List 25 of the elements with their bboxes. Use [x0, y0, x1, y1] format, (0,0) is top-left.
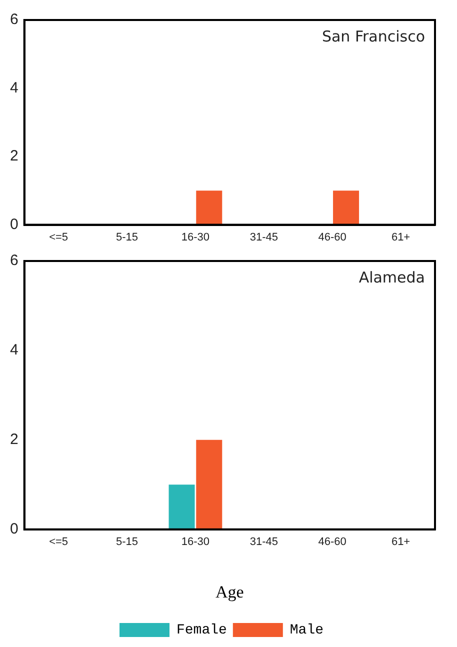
x-tick-label: 61+: [391, 231, 410, 244]
y-tick-label: 2: [10, 148, 18, 165]
x-tick-label: 46-60: [318, 231, 346, 244]
annotation: Alameda: [358, 268, 425, 286]
x-tick-label: 16-30: [181, 231, 210, 244]
x-tick-label: 31-45: [250, 231, 278, 244]
y-tick-label: 4: [10, 342, 18, 359]
y-tick-label: 0: [10, 216, 18, 233]
x-tick-label: <=5: [49, 231, 68, 244]
x-tick-label: <=5: [49, 536, 68, 548]
x-tick-label: 16-30: [181, 536, 210, 548]
x-tick-label: 5-15: [116, 231, 138, 244]
y-tick-label: 2: [10, 431, 18, 448]
legend-label: Female: [176, 622, 227, 639]
y-tick-label: 0: [10, 520, 18, 538]
annotation: San Francisco: [322, 27, 425, 46]
legend-label: Male: [290, 622, 324, 639]
x-tick-label: 5-15: [116, 536, 138, 548]
x-tick-label: 31-45: [250, 536, 278, 548]
x-tick-label: 46-60: [318, 536, 346, 548]
y-tick-label: 4: [10, 79, 18, 96]
y-tick-label: 6: [10, 11, 18, 28]
x-axis-title: Age: [216, 582, 244, 602]
x-tick-label: 61+: [391, 536, 410, 548]
y-tick-label: 6: [10, 252, 18, 270]
